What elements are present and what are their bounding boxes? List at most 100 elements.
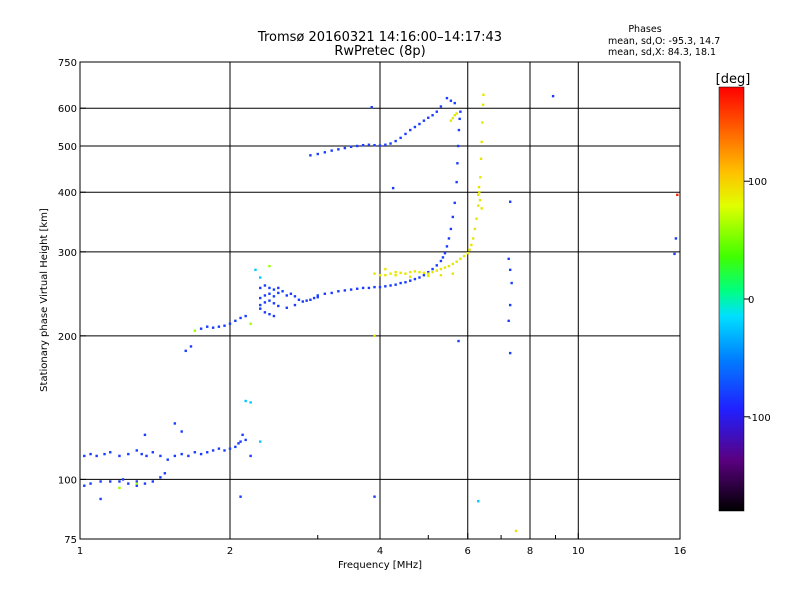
data-point <box>211 326 215 329</box>
data-point <box>673 252 676 256</box>
data-point <box>445 96 449 100</box>
colorbar-tick-label: -100 <box>748 413 771 424</box>
data-point <box>89 452 92 456</box>
data-point <box>301 300 305 303</box>
data-point <box>83 484 86 487</box>
data-point <box>399 271 402 275</box>
data-point <box>413 277 417 281</box>
data-point <box>384 273 387 277</box>
data-point <box>439 267 443 271</box>
data-point <box>508 351 512 355</box>
data-point <box>263 284 267 287</box>
data-point <box>409 128 412 132</box>
x-tick-label: 2 <box>227 546 233 557</box>
data-point <box>431 270 434 274</box>
data-point <box>259 303 262 307</box>
data-point <box>249 322 252 325</box>
data-point <box>478 191 481 194</box>
data-point <box>466 252 469 255</box>
data-point <box>384 267 387 271</box>
data-point <box>140 452 143 456</box>
data-point <box>449 227 453 231</box>
data-point <box>394 283 397 286</box>
data-point <box>239 495 242 498</box>
data-point <box>451 272 455 275</box>
y-tick-label: 400 <box>58 188 77 199</box>
data-point <box>99 480 102 483</box>
data-point <box>151 451 155 454</box>
data-point <box>259 286 262 290</box>
data-point <box>367 286 371 290</box>
data-point <box>228 447 232 450</box>
x-tick-label: 10 <box>572 546 585 557</box>
colorbar-gradient <box>719 87 744 511</box>
data-point <box>676 193 679 197</box>
data-point <box>480 207 483 210</box>
data-point <box>473 227 477 231</box>
data-point <box>418 276 421 279</box>
data-point <box>404 132 407 136</box>
data-point <box>189 345 193 348</box>
x-axis-ticks: 1 2 4 6 8 10 16 <box>77 533 686 557</box>
data-point <box>431 114 434 117</box>
data-point <box>355 287 359 290</box>
data-point <box>481 121 484 124</box>
data-point <box>508 200 512 203</box>
data-point <box>477 185 481 189</box>
data-point <box>237 442 240 445</box>
data-point <box>268 312 271 316</box>
x-axis-label: Frequency [MHz] <box>338 560 422 571</box>
data-point <box>228 322 232 325</box>
data-point <box>427 274 430 278</box>
data-point <box>127 482 130 485</box>
y-tick-label: 500 <box>58 142 77 153</box>
data-point <box>418 122 421 126</box>
data-point <box>285 306 288 309</box>
data-point <box>481 103 485 107</box>
data-point <box>163 472 167 475</box>
data-point <box>418 270 421 274</box>
data-point <box>478 198 482 202</box>
data-point <box>507 319 510 323</box>
data-point <box>475 217 478 220</box>
data-point <box>293 303 297 307</box>
data-point <box>323 292 327 295</box>
data-point <box>349 288 353 291</box>
data-point <box>431 267 434 271</box>
data-point <box>263 294 267 297</box>
data-point <box>508 268 512 272</box>
data-point <box>268 286 271 290</box>
data-point <box>259 440 262 443</box>
data-point <box>293 295 297 298</box>
data-point <box>199 452 203 456</box>
data-point <box>427 272 430 275</box>
data-point <box>459 257 462 261</box>
y-tick-label: 750 <box>58 58 77 69</box>
data-point <box>305 299 308 302</box>
data-point <box>244 314 247 318</box>
data-point <box>343 289 347 292</box>
data-point <box>427 116 430 119</box>
data-points <box>83 93 679 533</box>
data-point <box>118 486 121 490</box>
data-point <box>404 281 407 284</box>
phases-o-mode: mean, sd,O: -95.3, 14.7 <box>608 36 720 47</box>
colorbar-ticks: 100 0 -100 <box>744 177 771 424</box>
data-point <box>199 327 203 330</box>
data-point <box>389 272 392 275</box>
data-point <box>268 292 271 295</box>
data-point <box>249 454 252 458</box>
data-point <box>508 303 512 307</box>
colorbar-unit: [deg] <box>716 72 751 87</box>
data-point <box>394 270 397 274</box>
phases-legend: Phases mean, sd,O: -95.3, 14.7 mean, sd,… <box>608 24 720 58</box>
data-point <box>263 311 267 314</box>
data-point <box>674 237 678 240</box>
data-point <box>451 262 455 266</box>
data-point <box>361 143 365 147</box>
data-point <box>259 276 262 279</box>
data-point <box>272 302 276 305</box>
data-point <box>135 480 138 483</box>
data-point <box>378 285 382 289</box>
